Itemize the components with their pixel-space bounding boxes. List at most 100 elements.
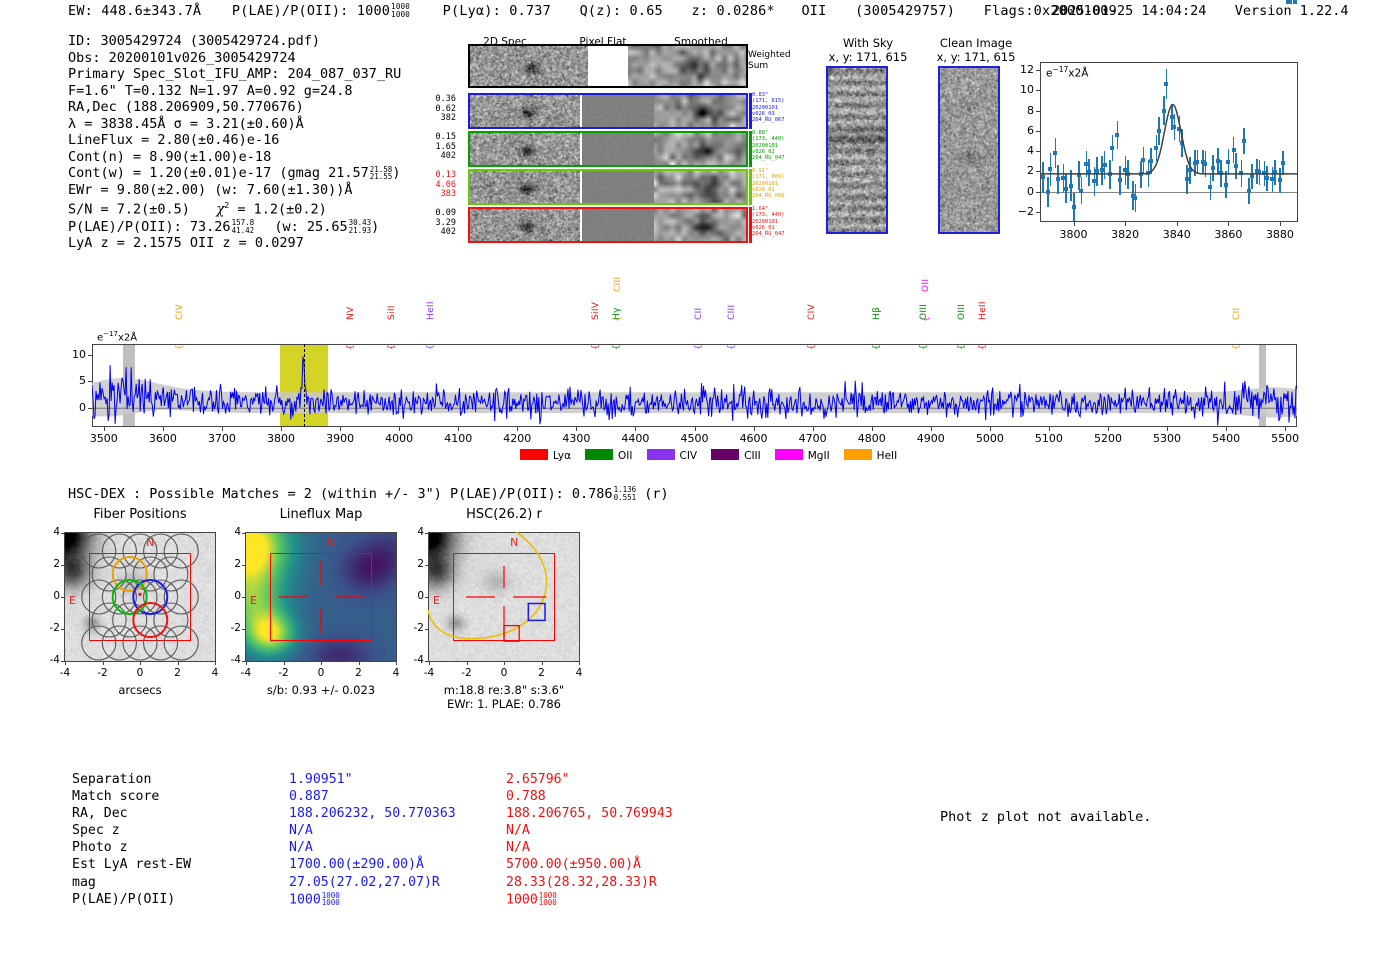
linefit-datapoint <box>1179 141 1184 145</box>
spectrum-line-label: OII <box>920 278 931 292</box>
spectrum-xtick-label: 4800 <box>857 432 886 445</box>
linefit-ytick-label: 4 <box>1027 144 1034 158</box>
linefit-datapoint <box>1192 161 1197 166</box>
spectrum-xtick <box>399 427 401 431</box>
spectrum-line-brace: { <box>871 344 882 350</box>
spec2d-row-color-spine <box>749 131 752 167</box>
panel-xtick-label: 0 <box>500 667 508 679</box>
linefit-datapoint <box>1169 114 1174 119</box>
info-cont-n: Cont(n) = 8.90(±1.00)e-18 <box>68 148 272 165</box>
panel-ytick <box>61 661 64 662</box>
linefit-datapoint <box>1210 166 1215 171</box>
spectrum-xtick-label: 4700 <box>798 432 827 445</box>
match-value-2: 28.33(28.32,28.33)R <box>506 874 657 890</box>
spec2d-row-left-values: 0.15 1.65 402 <box>435 132 456 162</box>
panel-xtick <box>283 662 285 665</box>
panel-ytick <box>425 661 428 662</box>
header-detect-id: (3005429757) <box>855 3 956 19</box>
linefit-ytick <box>1036 90 1040 92</box>
panel-ytick-label: -4 <box>413 654 424 666</box>
panel-compass-n: N <box>510 536 519 549</box>
spectrum-xtick-label: 4500 <box>680 432 709 445</box>
linefit-datapoint <box>1084 162 1089 167</box>
linefit-xtick-label: 3820 <box>1111 228 1140 241</box>
panel-ytick-label: -4 <box>230 654 241 666</box>
panel-xtick <box>358 662 360 665</box>
linefit-datapoint <box>1226 160 1231 165</box>
match-label: Separation <box>72 772 152 787</box>
panel-ytick <box>425 597 428 598</box>
panel-frame-lineflux <box>245 532 397 662</box>
linefit-ytick <box>1036 130 1040 132</box>
panel-compass-e: E <box>250 594 257 608</box>
spectrum-xtick <box>340 427 342 431</box>
linefit-xtick <box>1125 222 1127 226</box>
linefit-ytick <box>1036 171 1040 173</box>
table-row: Match score 0.887 0.788 <box>72 789 673 804</box>
legend-swatch <box>843 449 872 460</box>
spectrum-masked-band <box>1258 344 1267 427</box>
spectrum-xtick-label: 4600 <box>739 432 768 445</box>
spec2d-row <box>468 131 748 167</box>
spectrum-xtick <box>871 427 873 431</box>
table-row: P(LAE)/P(OII) 1000 1000 1000 1000 1000 1000 <box>72 892 673 908</box>
linefit-datapoint <box>1208 184 1213 189</box>
linefit-datapoint <box>1241 138 1246 143</box>
table-row: Spec z N/A N/A <box>72 823 673 838</box>
spectrum-line-label: Hβ <box>871 306 882 320</box>
match-value-1: 1000 1000 1000 <box>289 890 340 908</box>
header-summary-line: EW: 448.6±343.7Å P(LAE)/P(OII): 1000 1000… <box>68 3 1117 19</box>
spectrum-line-label: CIV <box>806 304 817 320</box>
spec2d-row-color-spine <box>749 93 752 129</box>
linefit-datapoint <box>1094 169 1099 174</box>
spectrum-line-label: CII <box>694 307 705 321</box>
spectrum-line-brace: { <box>918 344 929 350</box>
linefit-xtick <box>1073 222 1075 226</box>
linefit-datapoint <box>1195 160 1200 165</box>
spectrum-line-brace: { <box>726 344 737 350</box>
table-row: Est LyA rest-EW 1700.00(±290.00)Å 5700.0… <box>72 857 673 872</box>
info-redshifts: LyA z = 2.1575 OII z = 0.0297 <box>68 235 304 252</box>
linefit-datapoint <box>1203 162 1208 167</box>
spectrum-line-brace: { <box>1231 344 1242 350</box>
linefit-xtick-label: 3880 <box>1265 228 1294 241</box>
panel-aperture-box <box>89 553 191 641</box>
panel-ytick-label: 0 <box>234 590 241 602</box>
info-plae-close: ) <box>371 218 380 235</box>
info-radec: RA,Dec (188.206909,50.770676) <box>68 99 304 116</box>
match-value-2: 1000 1000 1000 <box>506 890 557 908</box>
linefit-ytick <box>1036 151 1040 153</box>
linefit-datapoint <box>1040 175 1045 180</box>
linefit-ytick-label: 12 <box>1020 63 1034 77</box>
panel-xtick-label: -4 <box>59 667 71 679</box>
linefit-datapoint <box>1185 177 1190 182</box>
panel-xtick <box>504 662 505 665</box>
panel-ytick-label: 4 <box>53 526 60 538</box>
spectrum-unit-annotation: e−17x2Å <box>97 330 138 344</box>
spectrum-detection-marker <box>303 344 305 427</box>
info-gmag-fraction: 21.58 21.55 <box>369 164 393 182</box>
match-value-2: 0.788 <box>506 789 546 805</box>
panel-xtick-label: 2 <box>538 667 545 679</box>
spectrum-xtick-label: 3500 <box>89 432 118 445</box>
spectrum-line-label: NV <box>345 306 356 321</box>
spectrum-line-brace: { <box>425 344 436 350</box>
panel-xtick <box>466 662 468 665</box>
spec2d-weighted-sum-row <box>468 44 748 88</box>
info-plae: P(LAE)/P(OII): 73.26 157.8 41.42 (w: 25.65… <box>68 219 401 236</box>
legend-label: CIII <box>744 450 761 462</box>
panel-xtick-label: -4 <box>423 667 435 679</box>
panel-ytick <box>242 533 245 534</box>
linefit-xtick-label: 3860 <box>1214 228 1243 241</box>
linefit-datapoint <box>1056 177 1061 182</box>
header-plae-fraction: 1000 1000 <box>391 2 411 19</box>
linefit-datapoint <box>1053 151 1058 156</box>
match-value-1: 1700.00(±290.00)Å <box>289 857 424 873</box>
match-label: Spec z <box>72 823 120 839</box>
spectrum-xtick-label: 3800 <box>267 432 296 445</box>
spectrum-line-brace: { <box>977 344 988 350</box>
linefit-xtick-label: 3840 <box>1162 228 1191 241</box>
legend-label: Lyα <box>553 450 572 462</box>
cutout-withsky-coords: x, y: 171, 615 <box>828 50 908 64</box>
spectrum-line-brace: { <box>612 316 623 322</box>
